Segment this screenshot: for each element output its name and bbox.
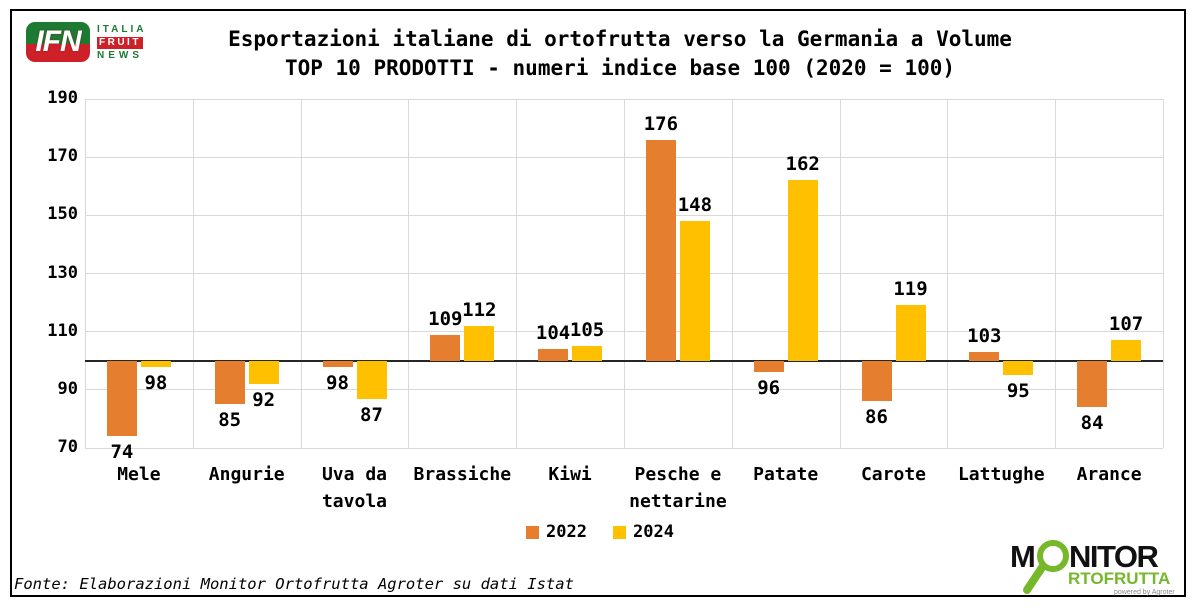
gridline-v bbox=[731, 99, 733, 448]
gridline-v bbox=[946, 99, 948, 448]
y-tick-label: 90 bbox=[57, 378, 78, 399]
value-label: 109 bbox=[428, 307, 463, 330]
y-tick-label: 190 bbox=[47, 88, 78, 108]
value-label: 119 bbox=[893, 278, 928, 301]
bar-2024-angurie bbox=[248, 360, 279, 385]
bar-2024-uva-da-tavola bbox=[356, 360, 387, 399]
value-label: 103 bbox=[967, 325, 1002, 348]
magnifier-icon bbox=[1023, 540, 1069, 594]
value-label: 96 bbox=[757, 377, 781, 400]
bar-2022-lattughe bbox=[969, 352, 1000, 361]
value-label: 84 bbox=[1080, 412, 1104, 435]
ifn-italia-label: ITALIA bbox=[97, 24, 147, 35]
legend-swatch-2024 bbox=[613, 525, 626, 539]
value-label: 98 bbox=[326, 371, 349, 394]
y-tick-label: 150 bbox=[47, 204, 78, 225]
gridline-v bbox=[84, 99, 86, 448]
ifn-badge-icon: IFN bbox=[26, 22, 90, 62]
monitor-word-start: M bbox=[1010, 539, 1034, 574]
value-label: 74 bbox=[110, 441, 134, 464]
legend-swatch-2022 bbox=[526, 525, 540, 539]
monitor-ortofrutta-logo: M NITOR RTOFRUTTA powered by Agroter bbox=[1010, 539, 1175, 596]
bar-2024-carote bbox=[895, 305, 926, 361]
bar-2024-brassiche bbox=[464, 325, 495, 361]
category-label-angurie: Angurie bbox=[208, 464, 285, 485]
y-tick-label: 170 bbox=[47, 146, 78, 167]
legend-label-2022: 2022 bbox=[546, 522, 587, 542]
bar-2024-lattughe bbox=[1003, 360, 1034, 376]
bar-2022-angurie bbox=[214, 360, 245, 405]
category-label-kiwi: Kiwi bbox=[548, 464, 592, 485]
category-label-patate: Patate bbox=[753, 464, 819, 485]
category-label-pesche-e-nettarine: Pesche e nettarine bbox=[629, 464, 727, 512]
value-label: 95 bbox=[1006, 380, 1030, 403]
legend-item-2022: 2022 bbox=[526, 522, 587, 542]
value-label: 107 bbox=[1108, 313, 1144, 336]
bar-2022-carote bbox=[861, 360, 892, 402]
y-tick-label: 70 bbox=[57, 437, 78, 457]
value-label: 87 bbox=[360, 403, 383, 426]
y-tick-label: 110 bbox=[47, 320, 78, 341]
gridline-v bbox=[407, 99, 409, 448]
value-label: 112 bbox=[462, 298, 497, 321]
bar-2024-pesche-e-nettarine bbox=[679, 221, 710, 361]
baseline-100 bbox=[85, 359, 1163, 362]
category-label-arance: Arance bbox=[1076, 464, 1142, 485]
category-label-lattughe: Lattughe bbox=[957, 464, 1045, 485]
gridline-v bbox=[839, 99, 841, 448]
chart-title-line2: TOP 10 PRODOTTI - numeri indice base 100… bbox=[284, 56, 956, 80]
monitor-word-end: NITOR bbox=[1069, 539, 1158, 574]
value-label: 86 bbox=[865, 406, 888, 429]
gridline-v bbox=[1054, 99, 1056, 448]
legend-item-2024: 2024 bbox=[613, 522, 674, 542]
gridline-v bbox=[1162, 99, 1164, 448]
bar-2022-kiwi bbox=[538, 349, 569, 361]
value-label: 162 bbox=[785, 153, 820, 176]
bar-2022-arance bbox=[1077, 360, 1108, 408]
y-tick-label: 130 bbox=[47, 262, 78, 283]
value-label: 176 bbox=[643, 112, 679, 135]
bar-2022-brassiche bbox=[430, 334, 461, 361]
ifn-fruit-label: FRUIT bbox=[97, 37, 143, 49]
ifn-badge-text: IFN bbox=[35, 25, 81, 58]
value-label: 104 bbox=[535, 322, 571, 345]
gridline-v bbox=[515, 99, 517, 448]
ifn-logo: IFN ITALIA FRUIT NEWS bbox=[26, 22, 146, 62]
bar-2024-patate bbox=[787, 180, 818, 361]
bar-2024-mele bbox=[140, 360, 171, 367]
ifn-logo-text: ITALIA FRUIT NEWS bbox=[97, 22, 146, 62]
category-label-brassiche: Brassiche bbox=[413, 464, 512, 485]
ifn-news-label: NEWS bbox=[97, 50, 143, 61]
value-label: 92 bbox=[252, 389, 276, 412]
bar-2024-kiwi bbox=[572, 346, 603, 361]
value-label: 85 bbox=[218, 409, 242, 432]
bar-2022-patate bbox=[753, 360, 784, 373]
source-note: Fonte: Elaborazioni Monitor Ortofrutta A… bbox=[14, 575, 574, 593]
legend-label-2024: 2024 bbox=[633, 522, 674, 542]
chart-title: Esportazioni italiane di ortofrutta vers… bbox=[150, 25, 1090, 83]
outer-border bbox=[10, 9, 1186, 597]
gridline-v bbox=[300, 99, 302, 448]
legend: 2022 2024 bbox=[0, 522, 1200, 542]
x-axis: Mele Angurie Uva da tavola Brassiche Kiwi Pes… bbox=[85, 461, 1163, 519]
powered-by-label: powered by Agroter bbox=[1114, 589, 1175, 596]
gridline-h bbox=[85, 447, 1163, 449]
value-label: 98 bbox=[144, 371, 168, 394]
value-label: 148 bbox=[677, 194, 713, 217]
bar-2022-uva-da-tavola bbox=[322, 360, 353, 367]
bar-2024-arance bbox=[1111, 340, 1142, 361]
ortofrutta-label: RTOFRUTTA bbox=[1068, 569, 1170, 588]
category-label-uva-da-tavola: Uva da tavola bbox=[321, 464, 387, 512]
category-label-carote: Carote bbox=[860, 464, 926, 485]
plot-area: 74 85 98 109 104 176 96 86 103 84 98 92 87 112 105 148 1… bbox=[84, 98, 1164, 463]
bar-2022-pesche-e-nettarine bbox=[645, 139, 676, 361]
gridline-v bbox=[192, 99, 194, 448]
bar-2022-mele bbox=[106, 360, 137, 437]
gridline-v bbox=[623, 99, 625, 448]
value-label: 105 bbox=[569, 319, 605, 342]
chart-title-line1: Esportazioni italiane di ortofrutta vers… bbox=[228, 27, 1012, 51]
category-label-mele: Mele bbox=[117, 464, 161, 485]
